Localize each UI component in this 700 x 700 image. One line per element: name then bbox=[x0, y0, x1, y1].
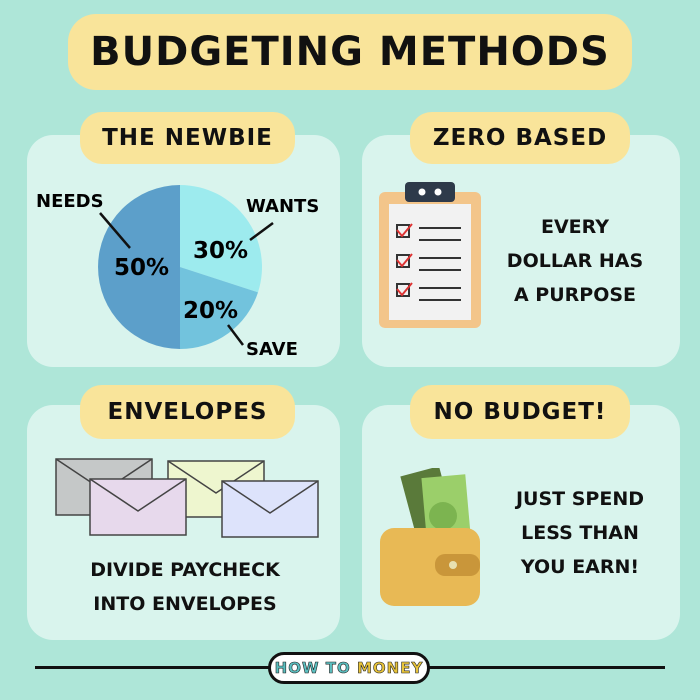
logo-part1: HOW TO bbox=[274, 659, 351, 678]
wants-label: WANTS bbox=[246, 196, 319, 217]
nobudget-line: YOU EARN! bbox=[520, 556, 640, 578]
nobudget-heading: NO BUDGET! bbox=[410, 385, 630, 439]
envelopes-line: INTO ENVELOPES bbox=[93, 593, 277, 615]
pie-slice-needs bbox=[98, 185, 180, 349]
zero-line: EVERY bbox=[540, 216, 609, 238]
needs-label: NEEDS bbox=[36, 191, 104, 212]
needs-leader bbox=[99, 212, 131, 249]
nobudget-text: JUST SPEND LESS THAN YOU EARN! bbox=[490, 482, 670, 584]
logo: HOW TO MONEY bbox=[268, 652, 430, 684]
pie-slice-wants bbox=[180, 185, 262, 293]
wants-value: 30% bbox=[193, 238, 248, 264]
nobudget-line: JUST SPEND bbox=[515, 488, 645, 510]
nobudget-line: LESS THAN bbox=[521, 522, 639, 544]
save-leader bbox=[227, 324, 244, 346]
newbie-heading: THE NEWBIE bbox=[80, 112, 295, 164]
envelopes-line: DIVIDE PAYCHECK bbox=[90, 559, 280, 581]
pie-chart: NEEDS WANTS SAVE 50% 30% 20% bbox=[36, 185, 319, 360]
wallet-icon bbox=[380, 468, 480, 606]
clipboard-icon bbox=[379, 182, 481, 328]
save-value: 20% bbox=[183, 298, 238, 324]
envelopes-heading: ENVELOPES bbox=[80, 385, 295, 439]
page-title: BUDGETING METHODS bbox=[68, 14, 632, 90]
zero-text: EVERY DOLLAR HAS A PURPOSE bbox=[490, 210, 660, 312]
save-label: SAVE bbox=[246, 339, 298, 360]
zero-heading: ZERO BASED bbox=[410, 112, 630, 164]
logo-part2: MONEY bbox=[356, 659, 424, 678]
zero-line: A PURPOSE bbox=[513, 284, 637, 306]
pie-slice-save bbox=[180, 267, 258, 349]
envelopes-text: DIVIDE PAYCHECK INTO ENVELOPES bbox=[40, 553, 330, 621]
envelopes-icon bbox=[55, 458, 319, 538]
zero-line: DOLLAR HAS bbox=[506, 250, 644, 272]
wants-leader bbox=[249, 221, 274, 242]
needs-value: 50% bbox=[114, 255, 169, 281]
